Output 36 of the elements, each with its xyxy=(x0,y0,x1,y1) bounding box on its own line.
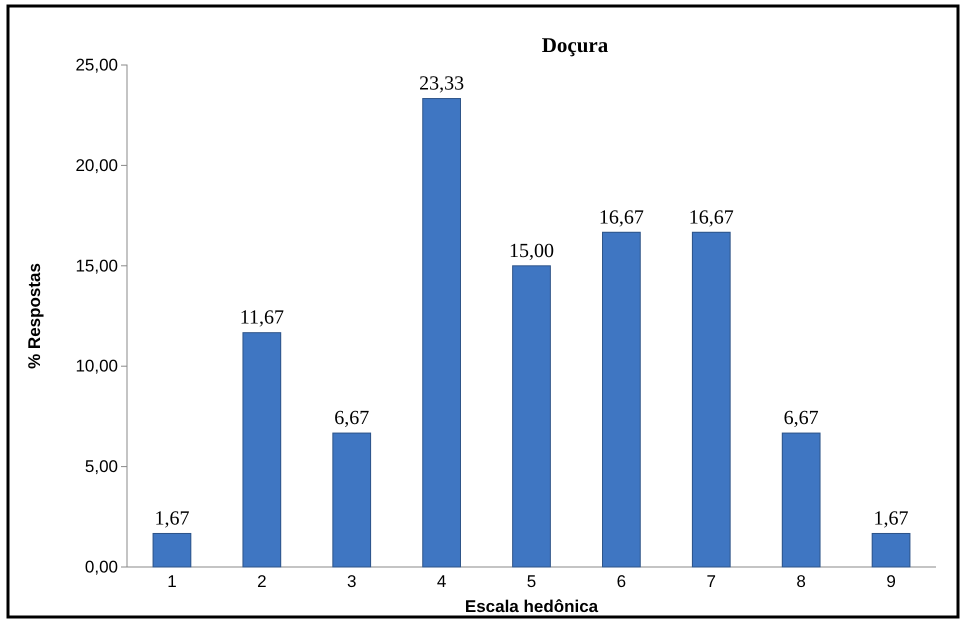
x-tick-label: 3 xyxy=(346,572,356,591)
y-tick-label: 10,00 xyxy=(75,356,118,376)
data-label: 15,00 xyxy=(509,240,554,262)
x-tick-label: 7 xyxy=(706,572,716,591)
data-label: 6,67 xyxy=(334,407,370,430)
y-tick-label: 15,00 xyxy=(75,256,118,276)
data-label: 1,67 xyxy=(154,507,190,530)
bar xyxy=(692,232,731,568)
y-tick-label: 0,00 xyxy=(84,557,118,576)
data-label: 16,67 xyxy=(598,206,644,228)
x-tick-label: 5 xyxy=(526,572,536,591)
bar xyxy=(602,232,641,568)
data-label: 23,33 xyxy=(419,72,464,95)
x-tick-label: 8 xyxy=(796,572,806,591)
bar xyxy=(782,432,821,568)
data-label: 1,67 xyxy=(874,507,909,530)
x-tick-label: 2 xyxy=(257,572,267,591)
x-tick-label: 4 xyxy=(436,572,446,591)
x-tick-label: 6 xyxy=(616,572,626,591)
x-tick-label: 1 xyxy=(167,572,177,591)
bar xyxy=(512,265,551,568)
bar xyxy=(422,98,461,568)
y-tick-label: 25,00 xyxy=(75,55,118,74)
chart-title: Doçura xyxy=(542,33,609,57)
bar xyxy=(332,432,372,568)
y-tick-label: 5,00 xyxy=(84,457,118,476)
data-label: 11,67 xyxy=(240,306,284,329)
data-label: 6,67 xyxy=(784,407,819,430)
bar xyxy=(152,532,192,568)
bar xyxy=(872,532,910,568)
y-axis-title: % Respostas xyxy=(25,263,44,369)
y-tick-label: 20,00 xyxy=(75,156,118,175)
x-axis-title: Escala hedônica xyxy=(464,597,599,616)
bar xyxy=(242,332,282,568)
x-tick-label: 9 xyxy=(886,572,896,591)
data-label: 16,67 xyxy=(688,206,734,228)
